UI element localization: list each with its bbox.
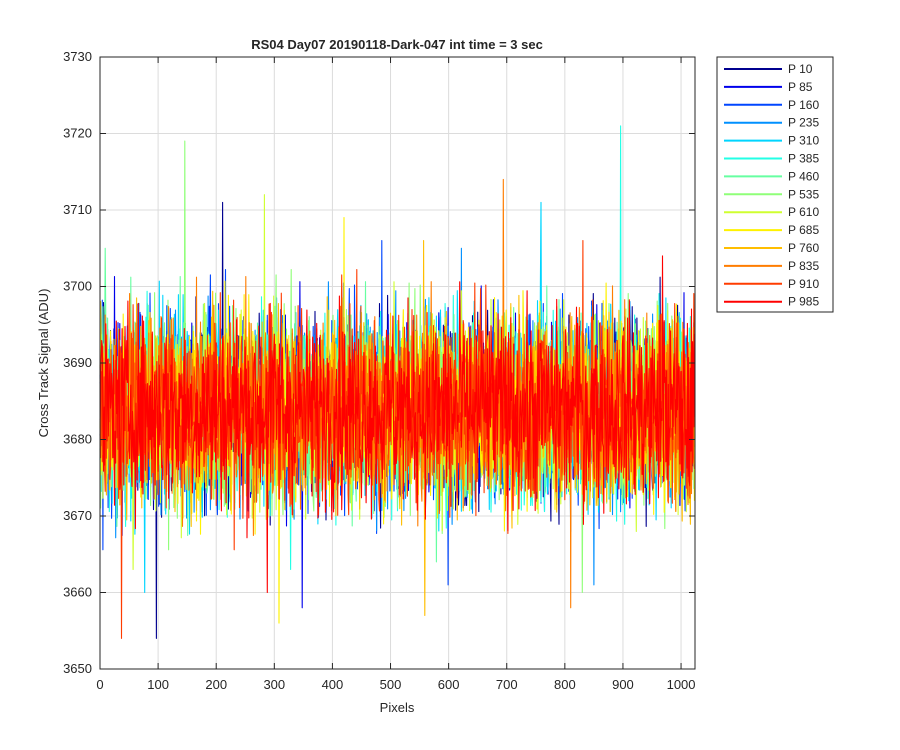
series-layer: [99, 125, 695, 639]
x-tick-label: 900: [612, 677, 634, 692]
x-tick-label: 1000: [667, 677, 696, 692]
legend-label: P 85: [788, 80, 813, 94]
legend: P 10 P 85 P 160 P 235 P 310 P 385 P 460 P 535 P …: [716, 56, 834, 313]
x-tick-label: 700: [496, 677, 518, 692]
plot-area: 0 100 200 300 400 500 600 700 800 900 1000 3650 3660…: [63, 49, 695, 692]
x-tick-label: 200: [205, 677, 227, 692]
y-tick-label: 3710: [63, 202, 92, 217]
y-tick-label: 3680: [63, 432, 92, 447]
legend-label: P 10: [788, 62, 813, 76]
legend-label: P 760: [788, 241, 819, 255]
legend-label: P 985: [788, 295, 819, 309]
x-tick-label: 0: [96, 677, 103, 692]
y-tick-label: 3730: [63, 49, 92, 64]
x-tick-label: 600: [438, 677, 460, 692]
y-tick-label: 3700: [63, 279, 92, 294]
x-tick-label: 800: [554, 677, 576, 692]
x-tick-label: 400: [322, 677, 344, 692]
legend-label: P 460: [788, 169, 819, 183]
x-tick-label: 500: [380, 677, 402, 692]
series-line: [99, 255, 695, 594]
legend-label: P 835: [788, 259, 819, 273]
x-tick-label: 100: [147, 677, 169, 692]
ticks: 0 100 200 300 400 500 600 700 800 900 1000 3650 3660…: [63, 49, 695, 692]
x-tick-label: 300: [263, 677, 285, 692]
y-tick-label: 3690: [63, 355, 92, 370]
legend-label: P 160: [788, 98, 819, 112]
legend-label: P 385: [788, 152, 819, 166]
legend-label: P 685: [788, 223, 819, 237]
y-tick-label: 3720: [63, 126, 92, 141]
legend-label: P 535: [788, 187, 819, 201]
y-axis-title: Cross Track Signal (ADU): [36, 289, 51, 438]
y-tick-label: 3670: [63, 508, 92, 523]
y-tick-label: 3650: [63, 661, 92, 676]
legend-label: P 310: [788, 134, 819, 148]
legend-label: P 910: [788, 277, 819, 291]
legend-box: [716, 56, 834, 313]
legend-label: P 235: [788, 116, 819, 130]
x-axis-title: Pixels: [380, 700, 415, 715]
y-tick-label: 3660: [63, 585, 92, 600]
chart-title: RS04 Day07 20190118-Dark-047 int time = …: [251, 37, 543, 52]
legend-label: P 610: [788, 205, 819, 219]
